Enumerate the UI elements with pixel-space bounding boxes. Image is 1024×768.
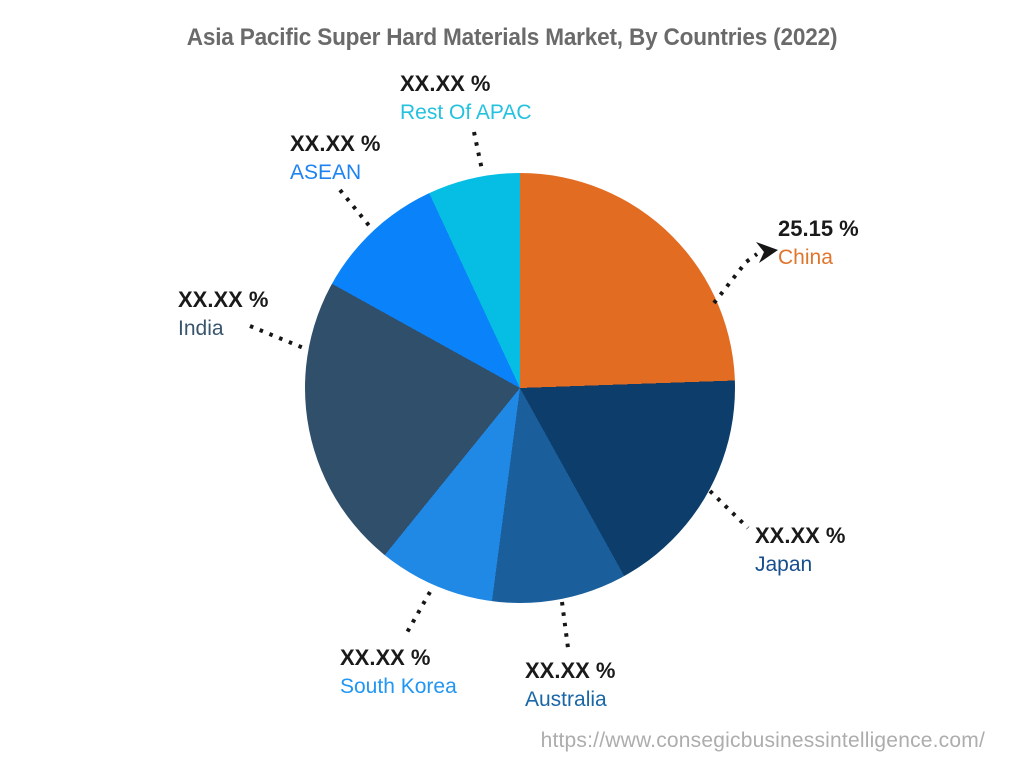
value-label-india: XX.XX % [178,287,269,312]
value-label-rest-of-apac: XX.XX % [400,71,491,96]
leader-line-japan [708,489,750,530]
pie-chart [305,173,735,603]
callout-asean: XX.XX % ASEAN [290,131,380,186]
leader-line-china [712,252,759,305]
country-label-south-korea: South Korea [340,675,457,698]
country-label-china: China [778,246,833,269]
callout-rest-of-apac: XX.XX % Rest Of APAC [400,71,532,126]
country-label-india: India [178,317,224,340]
country-label-australia: Australia [525,688,607,711]
leader-line-rest-of-apac [472,131,484,171]
value-label-japan: XX.XX % [755,523,846,548]
country-label-rest-of-apac: Rest Of APAC [400,101,532,124]
value-label-china: 25.15 % [778,216,859,241]
value-label-south-korea: XX.XX % [340,645,431,670]
country-label-asean: ASEAN [290,161,362,184]
leader-line-asean [338,188,373,230]
arrowhead-china-icon [756,242,778,263]
country-label-japan: Japan [755,553,813,576]
callout-china: 25.15 % China [778,216,859,271]
callout-india: XX.XX % India [178,287,268,342]
value-label-asean: XX.XX % [290,131,381,156]
callout-japan: XX.XX % Japan [755,523,845,578]
leader-line-australia [560,601,570,649]
callout-south-korea: XX.XX % South Korea [340,645,457,700]
value-label-australia: XX.XX % [525,658,616,683]
source-url: https://www.consegicbusinessintelligence… [540,729,985,752]
chart-title: Asia Pacific Super Hard Materials Market… [186,24,838,51]
callout-australia: XX.XX % Australia [525,658,615,713]
leader-line-south-korea [403,591,432,637]
